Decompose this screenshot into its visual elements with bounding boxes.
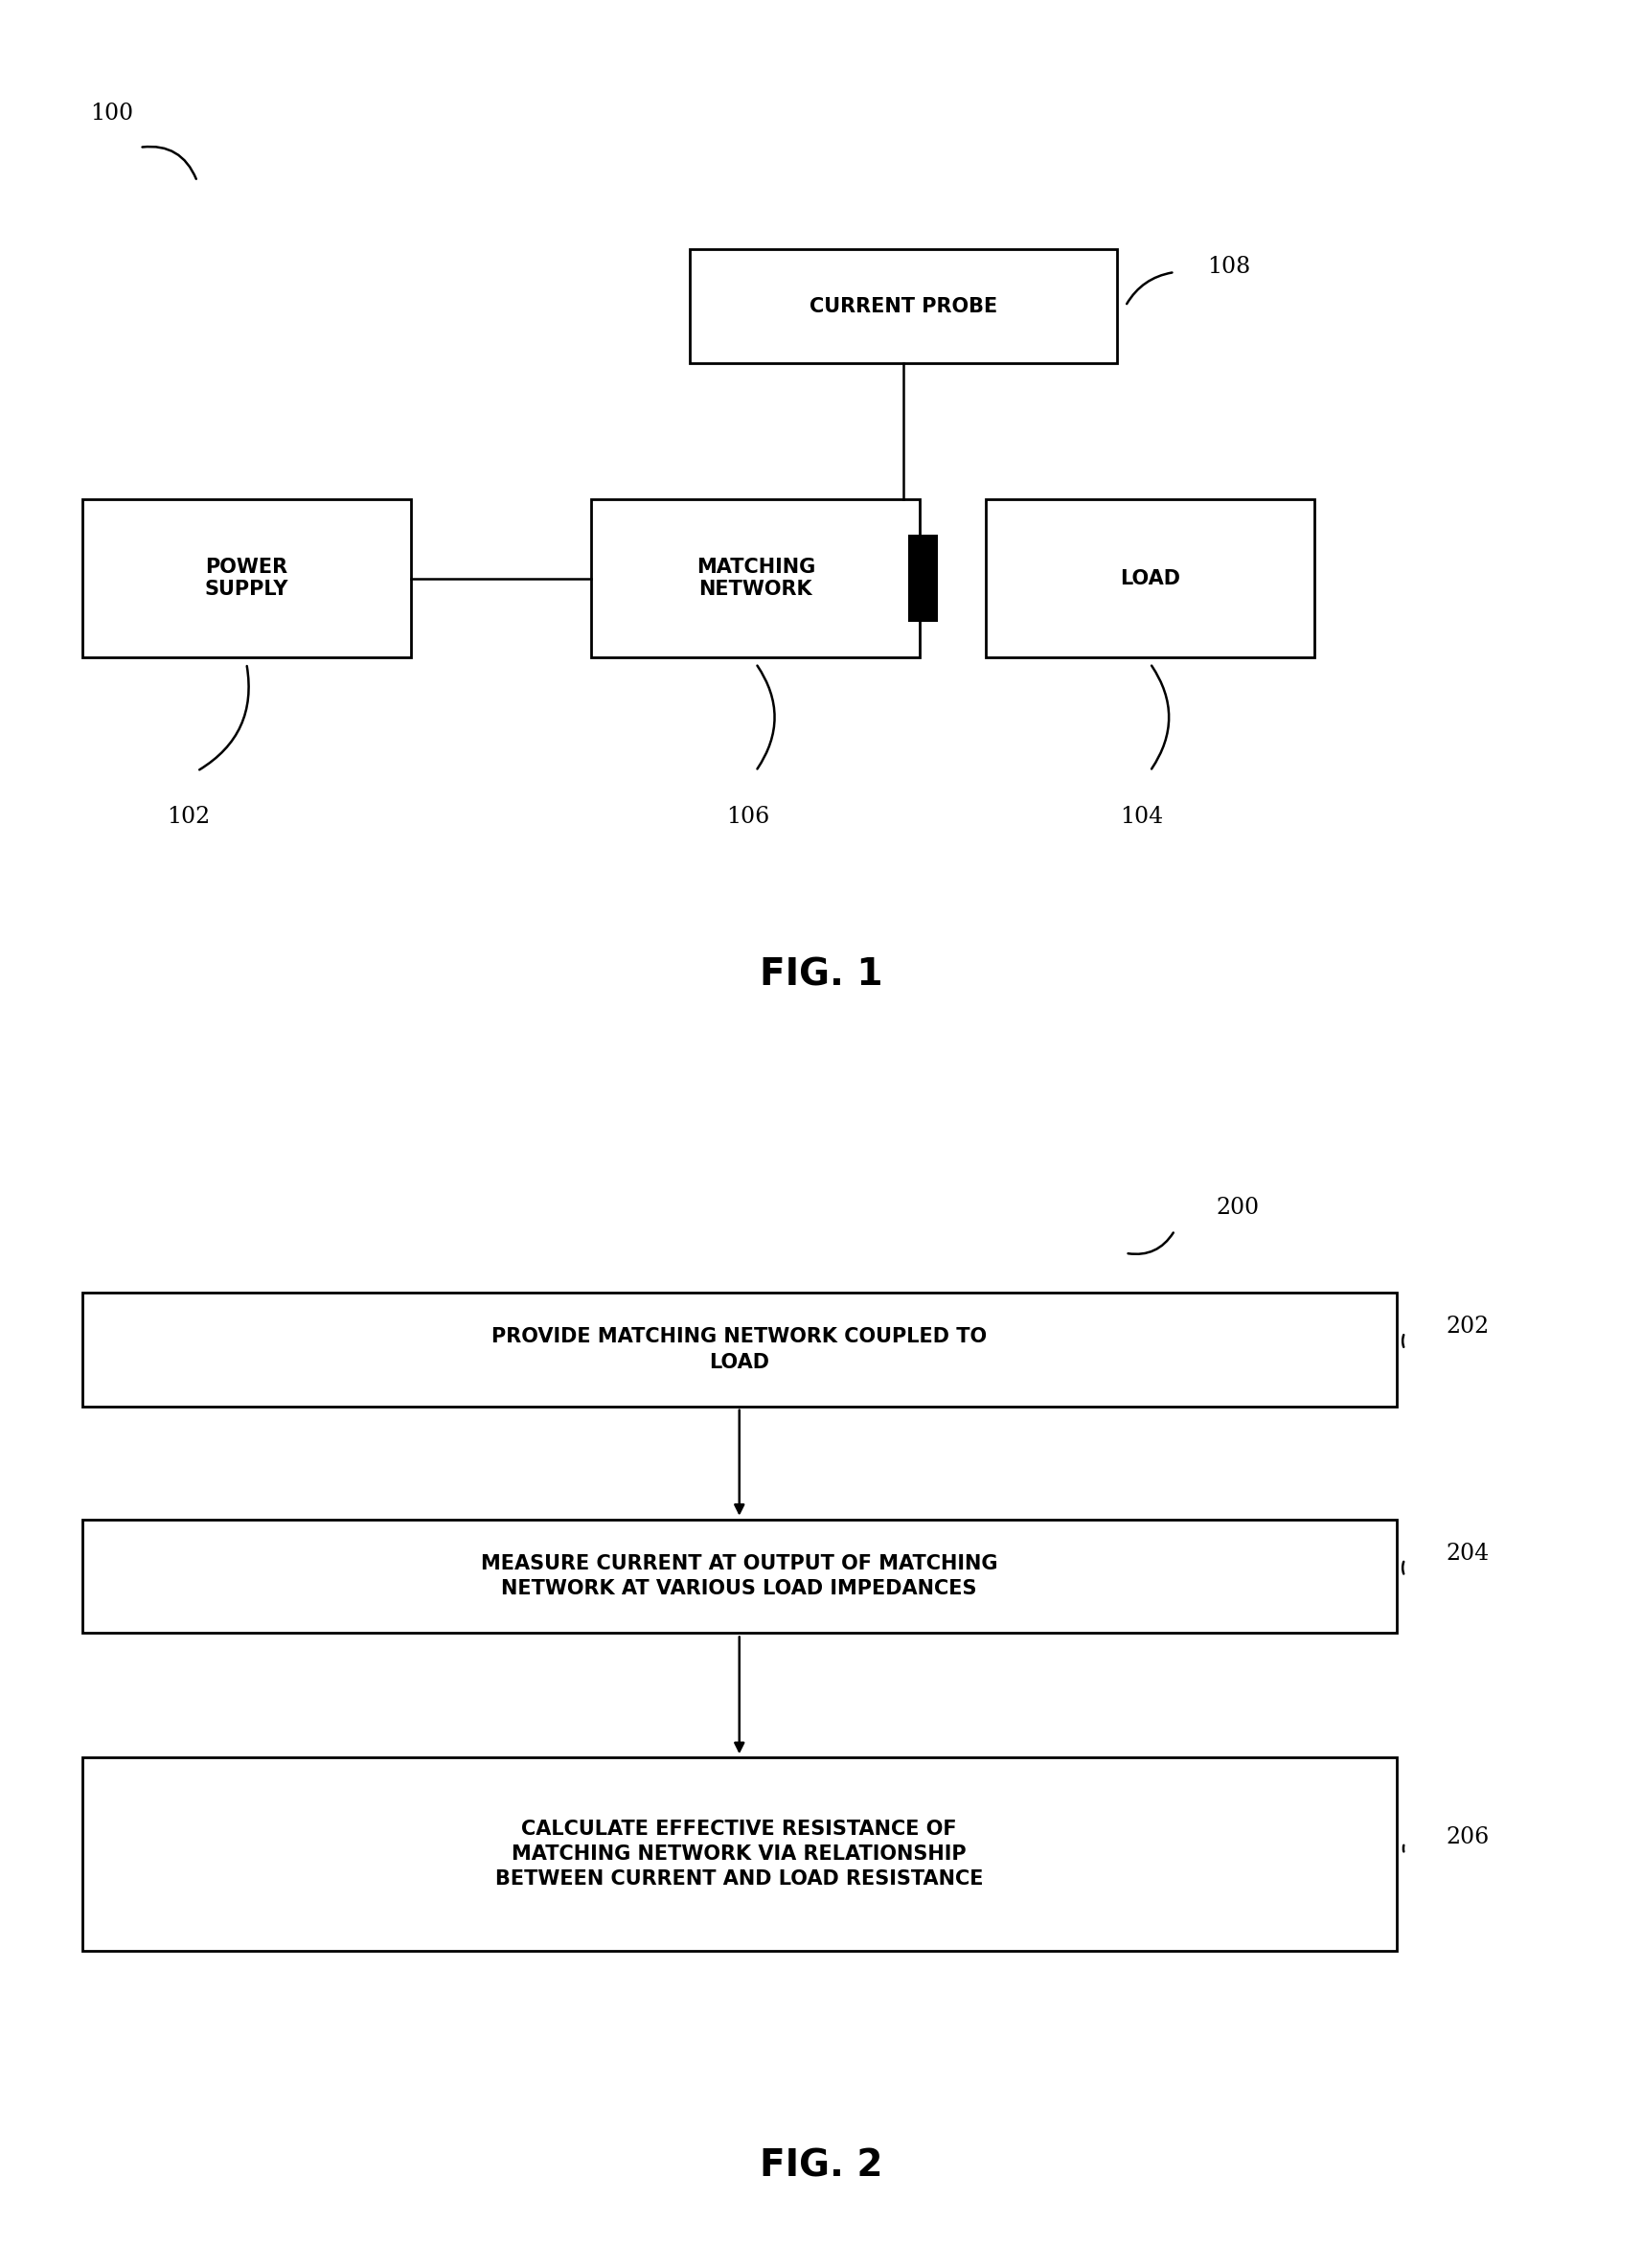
Text: 104: 104 (1120, 805, 1163, 828)
Text: MATCHING
NETWORK: MATCHING NETWORK (696, 558, 814, 599)
FancyBboxPatch shape (82, 1758, 1396, 1950)
Text: 102: 102 (167, 805, 210, 828)
Text: 204: 204 (1445, 1542, 1488, 1565)
Text: CALCULATE EFFECTIVE RESISTANCE OF
MATCHING NETWORK VIA RELATIONSHIP
BETWEEN CURR: CALCULATE EFFECTIVE RESISTANCE OF MATCHI… (494, 1819, 984, 1889)
Text: 206: 206 (1445, 1826, 1488, 1848)
FancyBboxPatch shape (591, 499, 920, 658)
Text: MEASURE CURRENT AT OUTPUT OF MATCHING
NETWORK AT VARIOUS LOAD IMPEDANCES: MEASURE CURRENT AT OUTPUT OF MATCHING NE… (481, 1554, 997, 1599)
FancyBboxPatch shape (82, 1520, 1396, 1633)
Text: POWER
SUPPLY: POWER SUPPLY (204, 558, 289, 599)
Text: FIG. 2: FIG. 2 (760, 2148, 882, 2184)
Text: FIG. 1: FIG. 1 (760, 957, 882, 993)
Text: 106: 106 (726, 805, 768, 828)
Text: 200: 200 (1215, 1198, 1258, 1218)
FancyBboxPatch shape (82, 499, 410, 658)
FancyBboxPatch shape (908, 535, 938, 621)
FancyBboxPatch shape (690, 249, 1117, 363)
Text: LOAD: LOAD (1120, 569, 1179, 587)
Text: 108: 108 (1207, 256, 1250, 277)
Text: 100: 100 (90, 102, 133, 125)
Text: 202: 202 (1445, 1315, 1488, 1338)
FancyBboxPatch shape (985, 499, 1314, 658)
Text: CURRENT PROBE: CURRENT PROBE (810, 297, 997, 315)
FancyBboxPatch shape (82, 1293, 1396, 1406)
Text: PROVIDE MATCHING NETWORK COUPLED TO
LOAD: PROVIDE MATCHING NETWORK COUPLED TO LOAD (491, 1327, 987, 1372)
